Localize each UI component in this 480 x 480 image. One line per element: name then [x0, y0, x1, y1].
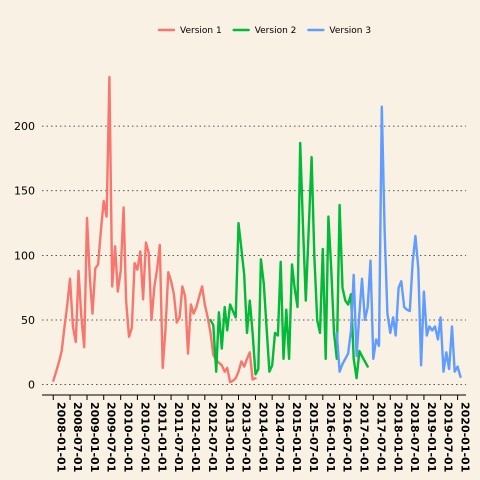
x-tick-label: 2014-01-01 [256, 402, 269, 472]
x-tick-label: 2008-01-01 [54, 402, 67, 472]
x-tick-label: 2019-01-01 [425, 402, 438, 472]
x-tick-label: 2013-07-01 [240, 402, 253, 472]
grid-lines [42, 125, 466, 386]
y-tick-label: 0 [28, 379, 35, 392]
x-tick-label: 2017-07-01 [374, 402, 387, 472]
y-tick-label: 150 [14, 185, 35, 198]
x-tick-label: 2011-01-01 [155, 402, 168, 472]
x-tick-label: 2016-01-01 [324, 402, 337, 472]
x-tick-label: 2012-01-01 [189, 402, 202, 472]
x-tick-label: 2016-07-01 [341, 402, 354, 472]
x-tick-label: 2010-01-01 [122, 402, 135, 472]
x-tick-label: 2011-07-01 [172, 402, 185, 472]
series-line-2 [209, 141, 369, 380]
x-tick-label: 2012-07-01 [206, 402, 219, 472]
legend: Version 1 Version 2 Version 3 [157, 26, 371, 36]
x-tick-label: 2010-07-01 [138, 402, 151, 472]
x-axis: 2008-01-01 2008-07-01 2009-01-01 2009-07-01… [42, 394, 472, 472]
legend-label-3: Version 3 [329, 26, 371, 36]
y-axis-ticks: 0 50 100 150 200 [14, 120, 35, 392]
legend-label-1: Version 1 [180, 26, 222, 36]
x-tick-label: 2020-01-01 [459, 402, 472, 472]
y-tick-label: 50 [21, 314, 35, 327]
x-tick-label: 2009-07-01 [105, 402, 118, 472]
x-tick-label: 2015-07-01 [307, 402, 320, 472]
x-tick-label: 2019-07-01 [442, 402, 455, 472]
series-line-3 [335, 105, 462, 379]
legend-label-2: Version 2 [255, 26, 297, 36]
x-tick-label: 2015-01-01 [290, 402, 303, 472]
y-tick-label: 100 [14, 249, 35, 262]
x-tick-label: 2017-01-01 [358, 402, 371, 472]
series-lines [52, 75, 462, 384]
x-tick-label: 2013-01-01 [223, 402, 236, 472]
x-tick-label: 2018-01-01 [391, 402, 404, 472]
x-tick-label: 2018-07-01 [408, 402, 421, 472]
y-tick-label: 200 [14, 120, 35, 133]
series-line-1 [52, 75, 257, 384]
x-tick-label: 2014-07-01 [273, 402, 286, 472]
x-tick-label: 2008-07-01 [71, 402, 84, 472]
x-tick-label: 2009-01-01 [88, 402, 101, 472]
